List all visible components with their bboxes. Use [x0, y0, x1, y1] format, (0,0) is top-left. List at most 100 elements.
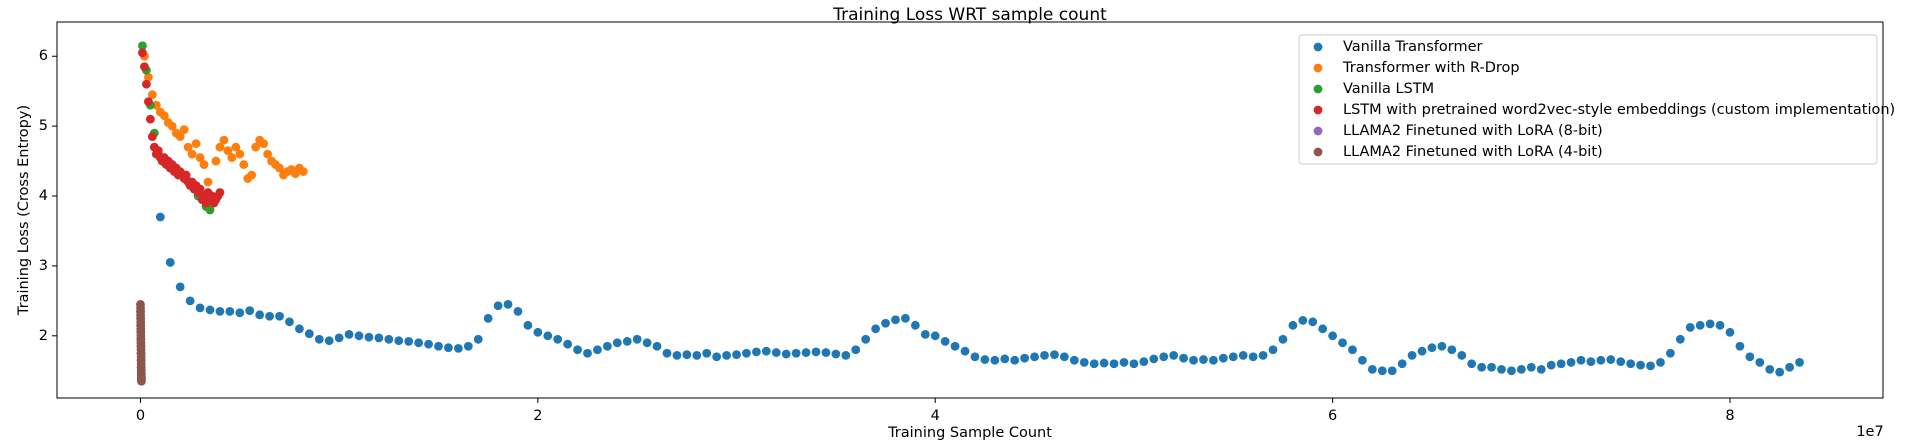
- point: [1467, 359, 1477, 369]
- point: [138, 41, 147, 51]
- point: [1278, 334, 1288, 344]
- point: [414, 338, 424, 348]
- point: [215, 306, 225, 316]
- point: [140, 62, 149, 72]
- point: [702, 348, 712, 358]
- point: [1030, 352, 1039, 362]
- y-tick-label: 6: [39, 48, 48, 64]
- point: [1069, 355, 1079, 365]
- legend-marker: [1313, 126, 1323, 136]
- point: [1288, 320, 1298, 330]
- point: [215, 142, 225, 152]
- point: [1228, 352, 1238, 362]
- point: [295, 324, 304, 334]
- point: [1765, 364, 1775, 374]
- point: [285, 317, 294, 327]
- point: [1268, 345, 1278, 355]
- point: [1000, 354, 1010, 364]
- point: [910, 320, 920, 330]
- point: [1238, 350, 1248, 360]
- point: [147, 90, 157, 100]
- point: [612, 338, 622, 348]
- point: [191, 139, 201, 149]
- point: [275, 311, 284, 321]
- point: [1755, 357, 1765, 367]
- point: [1526, 362, 1536, 372]
- point: [712, 352, 722, 362]
- series: [136, 299, 146, 386]
- point: [219, 135, 229, 145]
- point: [543, 331, 553, 341]
- point: [533, 327, 543, 337]
- point: [263, 149, 273, 159]
- point: [960, 346, 970, 356]
- point: [195, 303, 205, 313]
- point: [1199, 355, 1208, 364]
- point: [1129, 359, 1139, 369]
- point: [1348, 345, 1357, 355]
- legend-marker: [1313, 105, 1323, 115]
- point: [1705, 319, 1715, 329]
- point: [1338, 338, 1347, 348]
- point: [1596, 355, 1606, 365]
- point: [891, 315, 900, 325]
- point: [940, 336, 950, 346]
- point: [175, 282, 185, 292]
- x-tick-label: 0: [136, 408, 145, 424]
- plot-frame: [56, 21, 1884, 399]
- point: [259, 139, 269, 149]
- point: [235, 308, 245, 318]
- legend-marker: [1313, 84, 1323, 94]
- point: [185, 296, 195, 306]
- point: [1159, 352, 1169, 362]
- point: [227, 153, 237, 162]
- point: [1248, 352, 1258, 362]
- point: [165, 258, 175, 267]
- point: [553, 334, 563, 344]
- point: [1556, 359, 1566, 369]
- point: [434, 341, 443, 351]
- point: [265, 311, 275, 321]
- point: [1328, 331, 1338, 341]
- point: [1576, 355, 1586, 365]
- point: [384, 334, 394, 344]
- point: [1209, 355, 1218, 365]
- point: [1367, 364, 1377, 374]
- point: [424, 339, 433, 349]
- y-tick-label: 2: [39, 328, 48, 344]
- point: [920, 330, 930, 339]
- point: [871, 324, 881, 334]
- point: [138, 48, 147, 58]
- point: [1218, 353, 1228, 363]
- point: [791, 348, 801, 358]
- point: [1715, 320, 1725, 330]
- point: [732, 350, 741, 360]
- point: [752, 347, 761, 357]
- point: [682, 350, 692, 360]
- legend-marker: [1313, 147, 1323, 157]
- y-axis-label: Training Loss (Cross Entropy): [16, 105, 32, 316]
- x-tick-label: 2: [533, 408, 542, 424]
- point: [205, 305, 215, 315]
- point: [901, 313, 910, 323]
- series: [138, 48, 225, 208]
- point: [811, 347, 821, 357]
- point: [1089, 359, 1099, 369]
- point: [831, 349, 841, 359]
- legend-label: Vanilla Transformer: [1343, 39, 1482, 55]
- point: [1507, 366, 1516, 376]
- point: [137, 376, 146, 386]
- point: [602, 341, 612, 351]
- point: [692, 350, 702, 360]
- point: [1377, 366, 1387, 376]
- point: [771, 348, 781, 357]
- point: [275, 163, 284, 173]
- point: [662, 348, 672, 358]
- point: [483, 313, 493, 323]
- point: [1536, 364, 1546, 374]
- point: [761, 346, 771, 356]
- point: [334, 333, 344, 343]
- point: [930, 331, 940, 341]
- point: [1318, 324, 1328, 334]
- point: [1387, 366, 1397, 376]
